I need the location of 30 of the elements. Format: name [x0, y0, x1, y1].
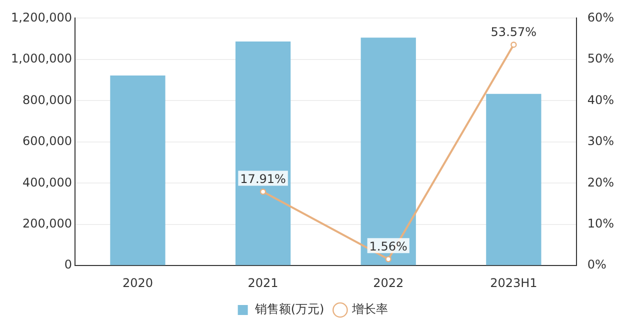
y-tick-label: 1,200,000: [10, 10, 72, 24]
y2-tick-label: 0%: [587, 258, 606, 272]
y-tick-label: 200,000: [22, 216, 72, 230]
bar: [360, 38, 416, 266]
x-tick-label: 2020: [122, 276, 154, 290]
y-tick-label: 1,000,000: [10, 52, 72, 66]
y2-tick-label: 40%: [587, 92, 614, 107]
bar: [110, 76, 166, 266]
y-tick-label: 800,000: [22, 92, 72, 107]
data-label: 1.56%: [369, 239, 408, 254]
x-tick-label: 2021: [248, 276, 278, 290]
point: [510, 42, 517, 48]
y-tick-label: 400,000: [22, 175, 72, 190]
data-label: 17.91%: [240, 172, 286, 186]
point: [260, 188, 266, 195]
legend-label: 销售额(万元): [254, 302, 324, 316]
legend-label: 增长率: [351, 302, 388, 316]
y-tick-label: 600,000: [22, 134, 72, 148]
bar: [486, 94, 542, 266]
x-tick-label: 2022: [373, 276, 404, 290]
x-tick-label: 2023H1: [490, 276, 538, 290]
y2-tick-label: 10%: [587, 216, 614, 230]
y2-tick-label: 30%: [587, 134, 614, 148]
y2-tick-label: 60%: [587, 10, 614, 24]
point: [385, 256, 392, 262]
y2-tick-label: 50%: [587, 52, 614, 66]
y-tick-label: 0: [64, 258, 72, 272]
data-label: 53.57%: [490, 24, 537, 39]
bar: [235, 41, 291, 266]
y2-tick-label: 20%: [587, 175, 614, 190]
